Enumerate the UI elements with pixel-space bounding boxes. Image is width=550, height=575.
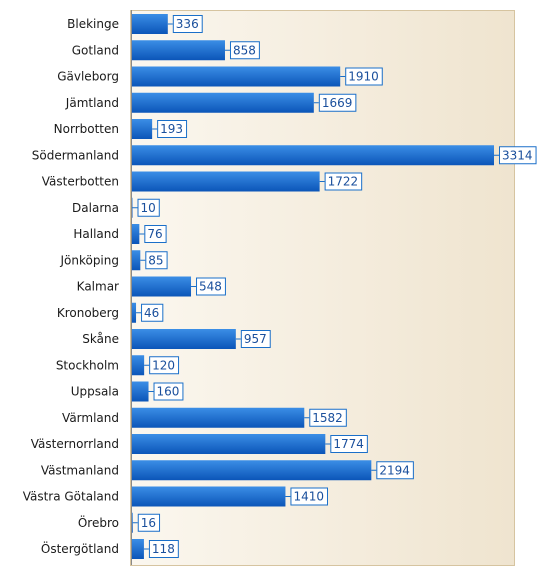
category-label-värmland: Värmland bbox=[62, 411, 119, 425]
category-label-skåne: Skåne bbox=[82, 332, 119, 346]
value-label-halland: 76 bbox=[147, 227, 162, 241]
value-label-stockholm: 120 bbox=[152, 358, 175, 372]
bar-norrbotten bbox=[131, 119, 153, 139]
category-label-gävleborg: Gävleborg bbox=[57, 70, 119, 84]
bar-västernorrland bbox=[131, 434, 326, 454]
value-label-västerbotten: 1722 bbox=[328, 175, 359, 189]
value-box-östergötland bbox=[148, 540, 179, 558]
value-box-västernorrland bbox=[330, 435, 368, 453]
value-box-dalarna bbox=[137, 198, 160, 217]
bars-group: Blekinge 336 Gotland 858 Gävleborg 1910 Jämtla… bbox=[23, 14, 537, 559]
category-label-örebro: Örebro bbox=[78, 514, 119, 530]
value-label-östergötland: 118 bbox=[152, 542, 175, 556]
bar-värmland bbox=[131, 407, 305, 428]
value-box-kronoberg bbox=[141, 303, 164, 322]
value-label-norrbotten: 193 bbox=[160, 122, 183, 136]
bar-jämtland bbox=[131, 92, 314, 113]
value-box-blekinge bbox=[172, 15, 203, 33]
value-box-norrbotten bbox=[157, 120, 188, 138]
bar-östergötland bbox=[131, 539, 144, 559]
category-label-halland: Halland bbox=[73, 227, 119, 241]
bar-blekinge bbox=[131, 14, 168, 34]
bar-uppsala bbox=[131, 381, 149, 402]
value-label-jönköping: 85 bbox=[148, 253, 163, 267]
value-label-västmanland: 2194 bbox=[379, 463, 410, 477]
category-label-blekinge: Blekinge bbox=[67, 17, 119, 31]
bar-södermanland bbox=[131, 145, 494, 166]
bar-stockholm bbox=[131, 355, 145, 376]
bar-västmanland bbox=[131, 460, 372, 481]
value-box-jämtland bbox=[318, 93, 357, 112]
category-label-västerbotten: Västerbotten bbox=[42, 175, 119, 189]
bar-västerbotten bbox=[131, 171, 320, 192]
value-label-västra-götaland: 1410 bbox=[293, 490, 324, 504]
category-label-norrbotten: Norrbotten bbox=[54, 122, 119, 136]
value-box-södermanland bbox=[499, 146, 537, 165]
value-label-skåne: 957 bbox=[244, 332, 267, 346]
bar-halland bbox=[131, 224, 140, 244]
value-box-västmanland bbox=[376, 461, 414, 480]
value-label-gävleborg: 1910 bbox=[348, 70, 379, 84]
bar-skåne bbox=[131, 329, 236, 349]
value-label-örebro: 16 bbox=[141, 516, 156, 530]
value-label-gotland: 858 bbox=[233, 43, 256, 57]
bar-kronoberg bbox=[131, 302, 137, 323]
value-label-kalmar: 548 bbox=[199, 280, 222, 294]
category-label-västra-götaland: Västra Götaland bbox=[23, 490, 119, 504]
bar-kalmar bbox=[131, 276, 192, 297]
value-box-gävleborg bbox=[345, 67, 383, 86]
value-label-västernorrland: 1774 bbox=[333, 437, 364, 451]
value-label-dalarna: 10 bbox=[141, 201, 156, 215]
category-label-västmanland: Västmanland bbox=[41, 463, 119, 477]
value-label-blekinge: 336 bbox=[176, 17, 199, 31]
value-box-gotland bbox=[229, 41, 260, 60]
category-label-västernorrland: Västernorrland bbox=[31, 437, 119, 451]
value-box-jönköping bbox=[145, 251, 168, 270]
category-label-jönköping: Jönköping bbox=[59, 253, 119, 267]
value-box-stockholm bbox=[149, 356, 180, 375]
value-label-jämtland: 1669 bbox=[322, 96, 353, 110]
value-box-värmland bbox=[309, 408, 347, 427]
value-box-skåne bbox=[240, 330, 271, 348]
category-label-uppsala: Uppsala bbox=[71, 385, 119, 399]
category-label-jämtland: Jämtland bbox=[65, 96, 119, 110]
value-box-kalmar bbox=[196, 277, 226, 296]
category-label-gotland: Gotland bbox=[72, 43, 119, 57]
category-label-kalmar: Kalmar bbox=[77, 280, 119, 294]
value-label-värmland: 1582 bbox=[312, 411, 343, 425]
category-label-dalarna: Dalarna bbox=[72, 201, 119, 215]
value-label-uppsala: 160 bbox=[157, 385, 180, 399]
category-label-östergötland: Östergötland bbox=[41, 540, 119, 556]
value-box-västerbotten bbox=[324, 172, 363, 191]
value-box-halland bbox=[144, 225, 167, 243]
category-label-stockholm: Stockholm bbox=[56, 358, 119, 372]
category-label-kronoberg: Kronoberg bbox=[57, 306, 119, 320]
bar-jönköping bbox=[131, 250, 141, 271]
bar-gävleborg bbox=[131, 66, 341, 87]
value-box-örebro bbox=[137, 513, 161, 532]
value-box-uppsala bbox=[153, 382, 184, 401]
bar-västra-götaland bbox=[131, 486, 286, 507]
bar-gotland bbox=[131, 40, 225, 61]
value-box-västra-götaland bbox=[290, 487, 328, 506]
value-label-södermanland: 3314 bbox=[502, 148, 533, 162]
category-label-södermanland: Södermanland bbox=[32, 148, 119, 162]
value-label-kronoberg: 46 bbox=[144, 306, 159, 320]
